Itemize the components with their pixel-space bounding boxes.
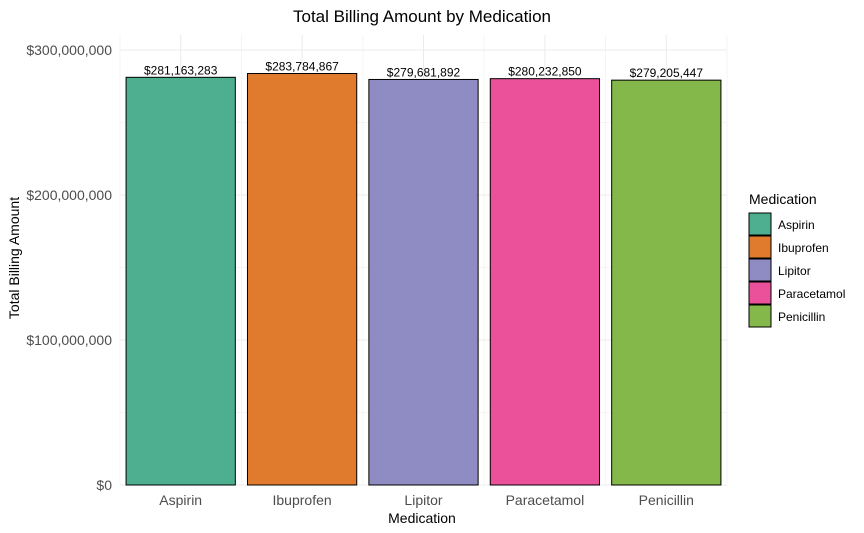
data-label-penicillin: $279,205,447 (630, 66, 704, 80)
legend-key-paracetamol (748, 281, 772, 305)
bar-ibuprofen (246, 73, 358, 486)
bar-paracetamol (489, 78, 601, 486)
legend-label-ibuprofen: Ibuprofen (778, 241, 829, 255)
legend-key-lipitor (748, 258, 772, 282)
legend-label-paracetamol: Paracetamol (778, 287, 845, 301)
bar-lipitor (368, 78, 479, 486)
legend-label-penicillin: Penicillin (778, 310, 825, 324)
y-tick-label: $0 (96, 477, 112, 493)
data-label-paracetamol: $280,232,850 (508, 65, 582, 79)
y-axis: $0 $100,000,000 $200,000,000 $300,000,000 (26, 42, 112, 493)
legend-key-penicillin (748, 304, 772, 328)
legend-label-aspirin: Aspirin (778, 218, 815, 232)
legend-label-lipitor: Lipitor (778, 264, 811, 278)
data-labels: $281,163,283 $283,784,867 $279,681,892 $280… (144, 60, 703, 81)
bar-penicillin (611, 79, 722, 486)
x-axis-title: Medication (388, 510, 456, 526)
y-tick-label: $100,000,000 (26, 332, 112, 348)
data-label-lipitor: $279,681,892 (387, 65, 461, 79)
legend: Aspirin Ibuprofen Lipitor Paracetamol Penici… (748, 212, 845, 328)
bar-aspirin (125, 76, 236, 486)
chart-title: Total Billing Amount by Medication (293, 7, 551, 26)
data-label-ibuprofen: $283,784,867 (265, 60, 339, 74)
legend-key-ibuprofen (748, 235, 772, 259)
legend-key-aspirin (748, 212, 772, 236)
y-tick-label: $300,000,000 (26, 42, 112, 58)
x-tick-label: Ibuprofen (273, 492, 332, 508)
x-tick-label: Penicillin (639, 492, 694, 508)
y-tick-label: $200,000,000 (26, 187, 112, 203)
y-axis-title: Total Billing Amount (6, 197, 22, 319)
data-label-aspirin: $281,163,283 (144, 63, 218, 77)
bars (125, 73, 722, 486)
x-tick-label: Aspirin (159, 492, 202, 508)
x-tick-label: Lipitor (404, 492, 442, 508)
x-axis: Aspirin Ibuprofen Lipitor Paracetamol Penici… (159, 492, 694, 508)
legend-title: Medication (749, 191, 817, 207)
x-tick-label: Paracetamol (506, 492, 585, 508)
